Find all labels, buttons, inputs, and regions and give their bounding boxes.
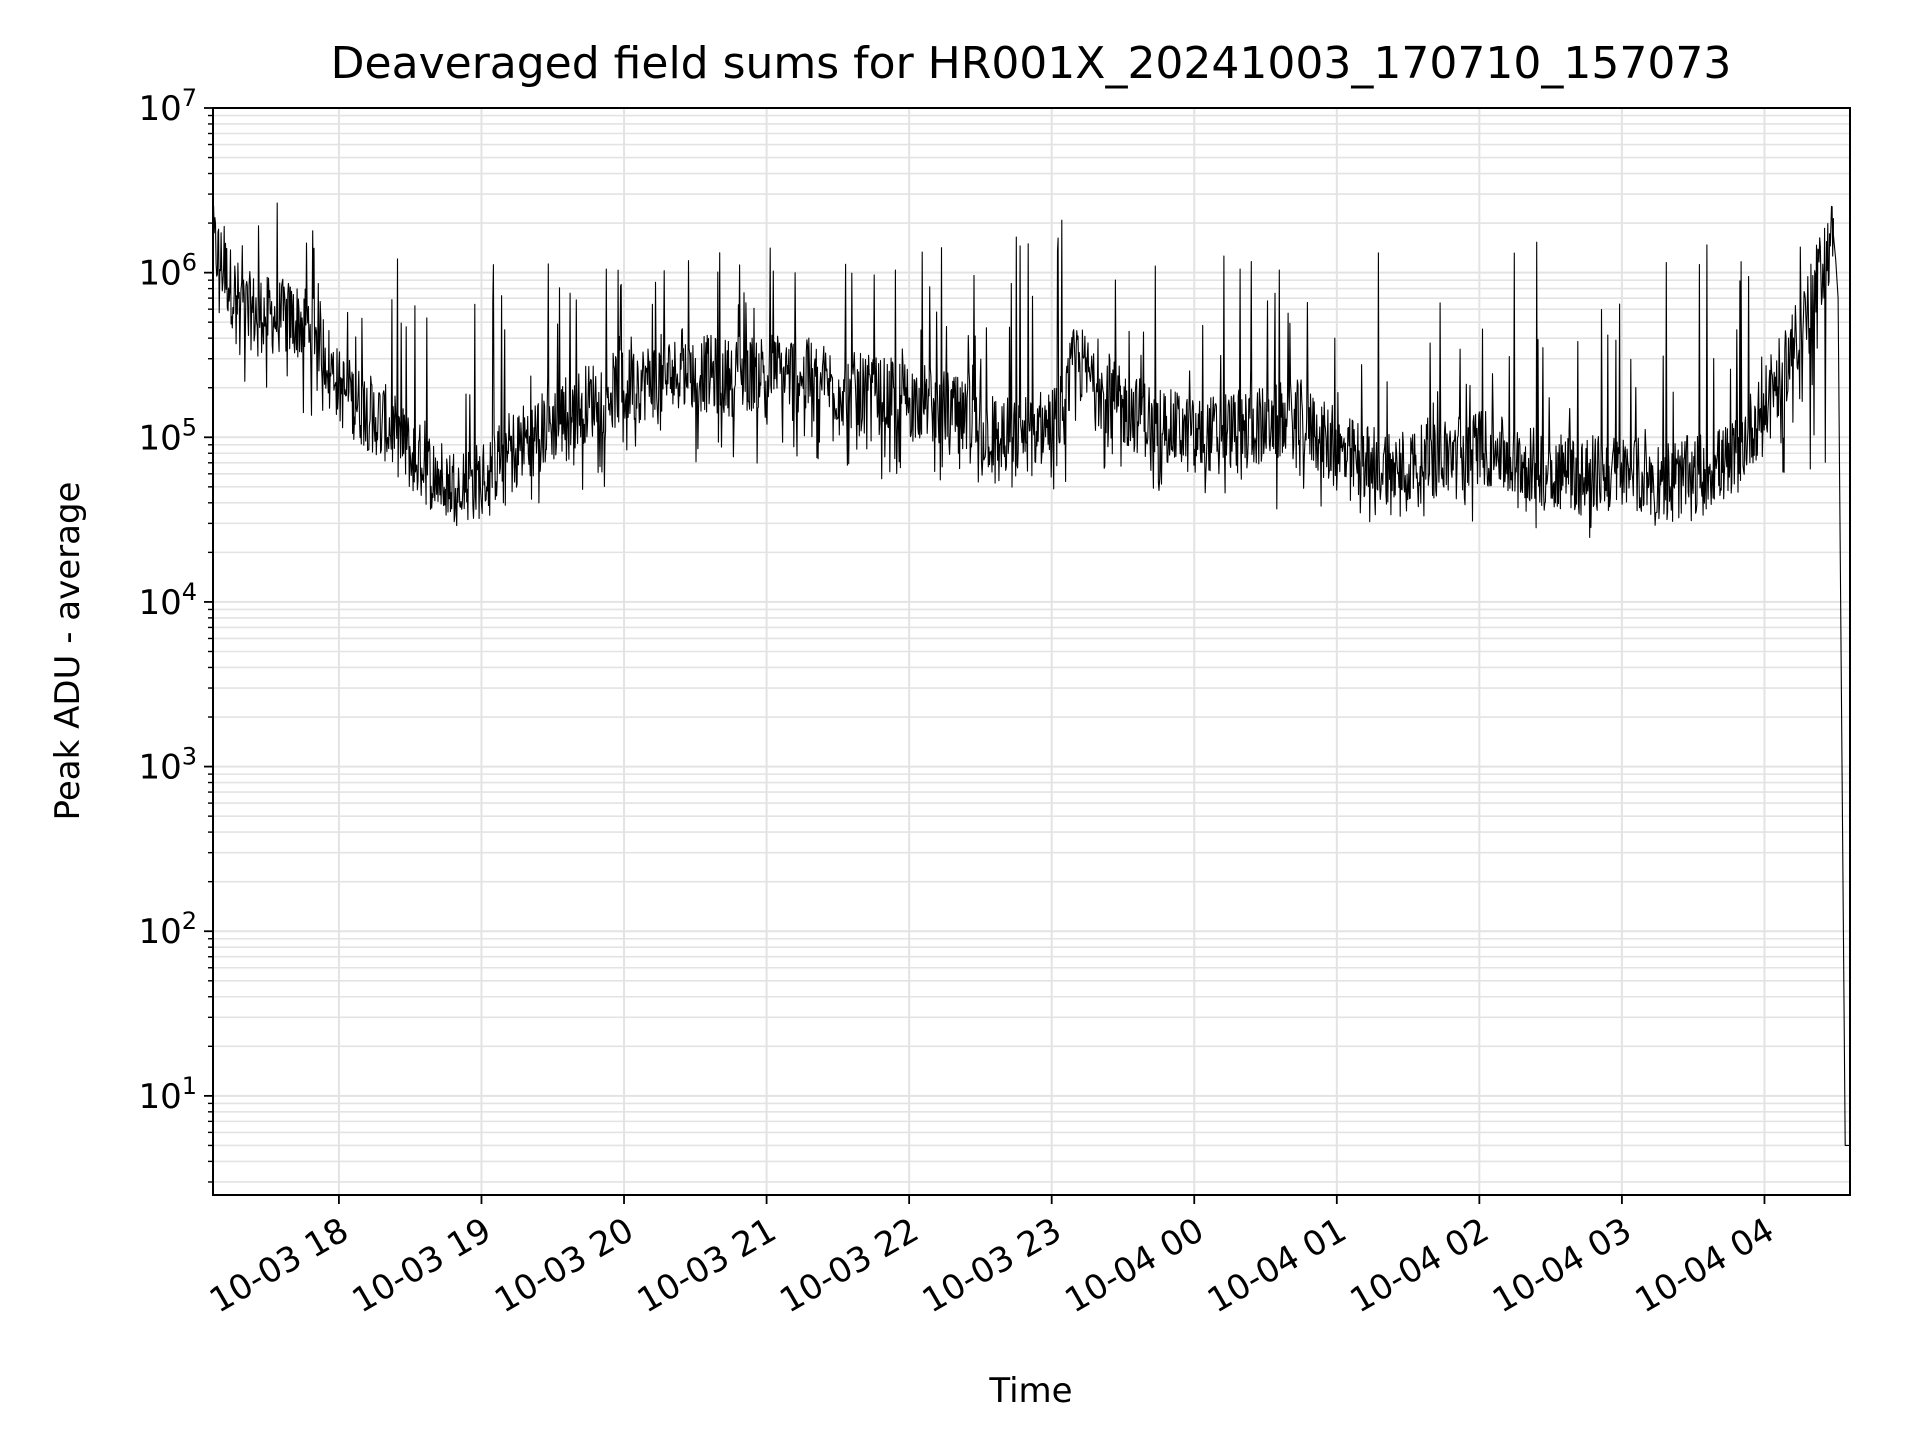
x-axis-label: Time xyxy=(988,1371,1072,1411)
series-line xyxy=(212,202,1850,1146)
y-axis-label: Peak ADU - average xyxy=(48,482,88,821)
series xyxy=(212,202,1850,1146)
chart-title: Deaveraged field sums for HR001X_2024100… xyxy=(331,38,1732,89)
